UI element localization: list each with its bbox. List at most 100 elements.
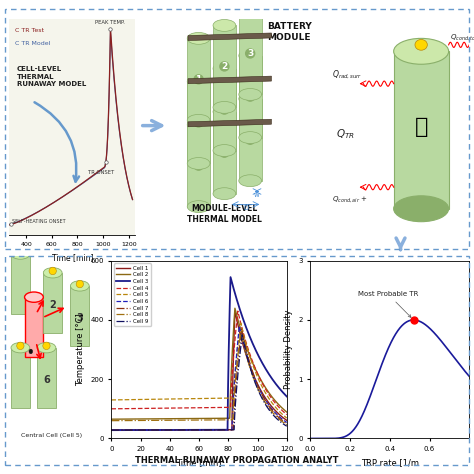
Text: w: w xyxy=(254,192,260,198)
Text: Central Cell (Cell 5): Central Cell (Cell 5) xyxy=(21,433,82,438)
Cell 9 xyxy=(279,420,284,426)
Cell 8 xyxy=(189,417,195,423)
Ellipse shape xyxy=(393,196,449,222)
Cell 3 xyxy=(109,428,114,433)
Ellipse shape xyxy=(25,292,43,302)
Polygon shape xyxy=(25,297,43,357)
Ellipse shape xyxy=(187,118,210,130)
Cell 3 xyxy=(279,388,284,394)
Cell 8 xyxy=(247,364,253,369)
Text: PEAK TEMP.: PEAK TEMP. xyxy=(95,20,125,29)
Text: 2: 2 xyxy=(49,300,56,310)
Cell 2 xyxy=(279,405,284,410)
Cell 1 xyxy=(109,428,114,433)
Cell 7 xyxy=(194,427,200,433)
Text: CELL-LEVEL
THERMAL
RUNAWAY MODEL: CELL-LEVEL THERMAL RUNAWAY MODEL xyxy=(17,66,86,87)
Cell 9 xyxy=(118,427,123,433)
Cell 5 xyxy=(109,397,114,403)
Cell 1 xyxy=(279,414,284,419)
Cell 7 xyxy=(238,326,244,332)
X-axis label: Time [min]: Time [min] xyxy=(176,457,222,466)
Polygon shape xyxy=(239,12,262,94)
Cell 6 xyxy=(237,323,242,329)
Cell 2 xyxy=(194,416,200,421)
Cell 4 xyxy=(118,406,123,411)
Ellipse shape xyxy=(187,32,210,44)
Ellipse shape xyxy=(187,157,210,169)
Ellipse shape xyxy=(415,39,428,50)
Text: C TR Model: C TR Model xyxy=(15,41,50,46)
Text: 2: 2 xyxy=(221,62,228,71)
Cell 8 xyxy=(118,418,123,423)
Cell 4 xyxy=(194,405,200,410)
Cell 8 xyxy=(194,417,200,423)
Text: 9: 9 xyxy=(247,135,254,144)
Y-axis label: Temperature [°C]: Temperature [°C] xyxy=(76,313,85,386)
Polygon shape xyxy=(11,348,30,408)
Text: THERMAL RUNAWAY PROPAGATION ANALYT: THERMAL RUNAWAY PROPAGATION ANALYT xyxy=(135,456,339,465)
Text: Most Probable TR: Most Probable TR xyxy=(358,291,419,318)
Line: Cell 5: Cell 5 xyxy=(111,323,287,418)
Line: Cell 2: Cell 2 xyxy=(111,308,287,419)
Cell 3 xyxy=(118,427,123,433)
Ellipse shape xyxy=(213,19,236,31)
Cell 5 xyxy=(238,320,244,326)
Polygon shape xyxy=(213,26,236,108)
X-axis label: TRP rate [1/m: TRP rate [1/m xyxy=(361,457,419,466)
Cell 6 xyxy=(247,362,253,367)
Cell 2 xyxy=(232,305,238,311)
Polygon shape xyxy=(187,82,210,164)
Ellipse shape xyxy=(17,342,24,350)
Ellipse shape xyxy=(11,343,30,353)
Cell 8 xyxy=(238,329,244,335)
Ellipse shape xyxy=(11,249,30,259)
Polygon shape xyxy=(187,125,210,207)
Polygon shape xyxy=(188,119,272,127)
Cell 4 xyxy=(235,308,241,314)
Text: 6: 6 xyxy=(247,92,253,101)
Line: Cell 9: Cell 9 xyxy=(111,335,287,430)
Cell 5 xyxy=(279,411,284,417)
Polygon shape xyxy=(71,286,89,346)
Cell 8 xyxy=(279,419,284,424)
Ellipse shape xyxy=(187,75,210,87)
Ellipse shape xyxy=(213,106,236,118)
Polygon shape xyxy=(188,76,272,84)
Line: Cell 7: Cell 7 xyxy=(111,329,287,430)
Cell 8 xyxy=(279,419,284,424)
Polygon shape xyxy=(43,273,62,333)
Text: SELF-HEATING ONSET: SELF-HEATING ONSET xyxy=(12,219,66,224)
Cell 3 xyxy=(284,393,290,399)
Cell 6 xyxy=(284,419,290,425)
Ellipse shape xyxy=(213,145,236,156)
Cell 4 xyxy=(189,405,195,410)
Cell 7 xyxy=(279,417,284,423)
Text: 4: 4 xyxy=(195,118,202,127)
Cell 9 xyxy=(239,332,245,337)
Ellipse shape xyxy=(213,188,236,200)
Cell 7 xyxy=(189,427,195,433)
Ellipse shape xyxy=(213,63,236,74)
Cell 1 xyxy=(118,427,123,433)
Cell 9 xyxy=(279,420,284,426)
Cell 7 xyxy=(109,428,114,433)
Cell 3 xyxy=(194,427,200,433)
Ellipse shape xyxy=(239,132,262,144)
Ellipse shape xyxy=(29,349,33,354)
Cell 5 xyxy=(284,415,290,421)
Ellipse shape xyxy=(37,343,56,353)
Ellipse shape xyxy=(187,114,210,126)
Text: BATTERY
MODULE: BATTERY MODULE xyxy=(267,22,311,42)
Text: MODULE-LEVEL
THERMAL MODEL: MODULE-LEVEL THERMAL MODEL xyxy=(187,204,262,224)
Text: 1: 1 xyxy=(195,75,202,84)
Cell 2 xyxy=(118,416,123,422)
Cell 9 xyxy=(284,423,290,429)
Text: $Q_{TR}$: $Q_{TR}$ xyxy=(336,128,355,141)
Cell 7 xyxy=(284,421,290,427)
Cell 6 xyxy=(118,427,123,433)
X-axis label: Time [min]: Time [min] xyxy=(52,253,93,262)
Text: $Q_{cond,tc}$: $Q_{cond,tc}$ xyxy=(450,32,474,42)
Ellipse shape xyxy=(239,93,262,105)
Text: 🔥: 🔥 xyxy=(414,117,428,137)
Line: Cell 4: Cell 4 xyxy=(111,311,287,415)
